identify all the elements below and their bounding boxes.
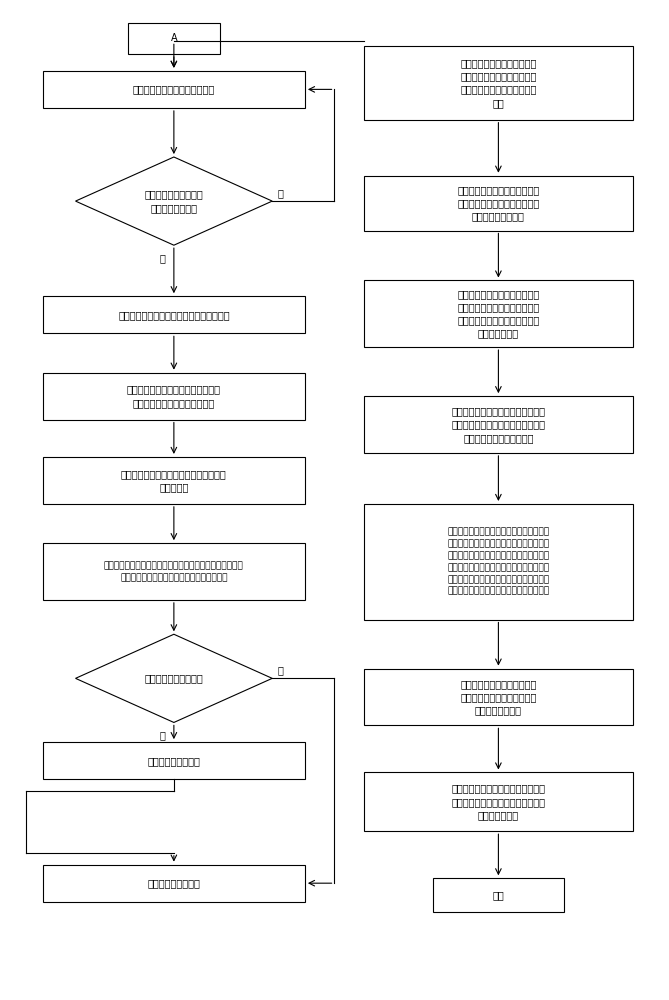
Bar (364, 504, 633, 620)
Text: 检测对应的停车位上是否存在车
辆，并在对应的停车位上存在车
辆时识别车辆的车型: 检测对应的停车位上是否存在车 辆，并在对应的停车位上存在车 辆时识别车辆的车型 (458, 185, 539, 221)
Text: 结束: 结束 (492, 890, 504, 900)
Text: 否: 否 (278, 188, 284, 198)
Text: A: A (171, 33, 177, 43)
Text: 向位于停车位上的车辆发射超声
波并同步计时，并根据计时时间
计算出车辆距离对应的停车位的
地面的离地高度: 向位于停车位上的车辆发射超声 波并同步计时，并根据计时时间 计算出车辆距离对应的… (458, 289, 539, 339)
Polygon shape (76, 634, 272, 722)
Bar (43, 296, 305, 333)
Bar (364, 176, 633, 231)
Bar (43, 742, 305, 779)
Text: 提取红外图像中的发热位置以及发热位置
的发热特征: 提取红外图像中的发热位置以及发热位置 的发热特征 (121, 469, 227, 492)
Bar (364, 396, 633, 453)
Bar (43, 373, 305, 420)
Text: 采集停车车辆的车辆位置信息以及轮廓图像: 采集停车车辆的车辆位置信息以及轮廓图像 (118, 310, 229, 320)
Text: 在所述停车密度达到所述预设车密度时，先
根据各个车辆的流向信息，对各个流通路径
上的车辆流通数量进行统计并排序，再选取
所述车辆流通数量达到一个预设车流量的至
: 在所述停车密度达到所述预设车密度时，先 根据各个车辆的流向信息，对各个流通路径 … (448, 528, 549, 596)
Bar (43, 457, 305, 504)
Text: 实时采集各个停车位的底线图像: 实时采集各个停车位的底线图像 (132, 84, 215, 94)
Bar (43, 71, 305, 108)
Text: 根据发热位置与发热特征，在一个预设车辆识别系统中对停
放车辆进行识别，以获得停放车辆的车辆类型: 根据发热位置与发热特征，在一个预设车辆识别系统中对停 放车辆进行识别，以获得停放… (104, 561, 244, 582)
Text: 在一个停车位上存在车辆时，
判断离地高度的变化值是否大
于一个预设高度差: 在一个停车位上存在车辆时， 判断离地高度的变化值是否大 于一个预设高度差 (460, 679, 537, 715)
Bar (364, 46, 633, 120)
Text: 对停放车辆进行充电: 对停放车辆进行充电 (147, 756, 200, 766)
Text: 否: 否 (278, 666, 284, 676)
Bar (433, 878, 564, 912)
Polygon shape (76, 157, 272, 245)
Bar (128, 23, 219, 54)
Bar (43, 865, 305, 902)
Bar (364, 280, 633, 347)
Text: 对停放车辆进行驱离: 对停放车辆进行驱离 (147, 878, 200, 888)
Text: 是: 是 (159, 253, 165, 263)
Text: 车辆类型是否为电动车: 车辆类型是否为电动车 (145, 673, 203, 683)
Text: 是: 是 (159, 730, 165, 740)
Text: 在变化值大于预设高度差时，根据车
辆的停车位置，向车载人员发送一个
广告推送信息二: 在变化值大于预设高度差时，根据车 辆的停车位置，向车载人员发送一个 广告推送信息… (452, 784, 545, 820)
Bar (43, 543, 305, 600)
Text: 根据车辆位置和轮廓图像，采集车辆
位置处的轮廓范围内的红外图像: 根据车辆位置和轮廓图像，采集车辆 位置处的轮廓范围内的红外图像 (127, 385, 221, 408)
Bar (364, 772, 633, 831)
Text: 底线图像中车位底线是
否被停放车辆覆盖: 底线图像中车位底线是 否被停放车辆覆盖 (145, 189, 203, 213)
Text: 先获取停车场的停车数量，再计算出
停车场的停车密度，最后判断停车密
度是否达到一个预设车密度: 先获取停车场的停车数量，再计算出 停车场的停车密度，最后判断停车密 度是否达到一… (452, 406, 545, 443)
Bar (364, 669, 633, 725)
Text: 检测通过对应的流通路口的车
辆信息，并根据同一车辆产生
的车辆信息，获取车辆的流向
信息: 检测通过对应的流通路口的车 辆信息，并根据同一车辆产生 的车辆信息，获取车辆的流… (460, 58, 537, 108)
